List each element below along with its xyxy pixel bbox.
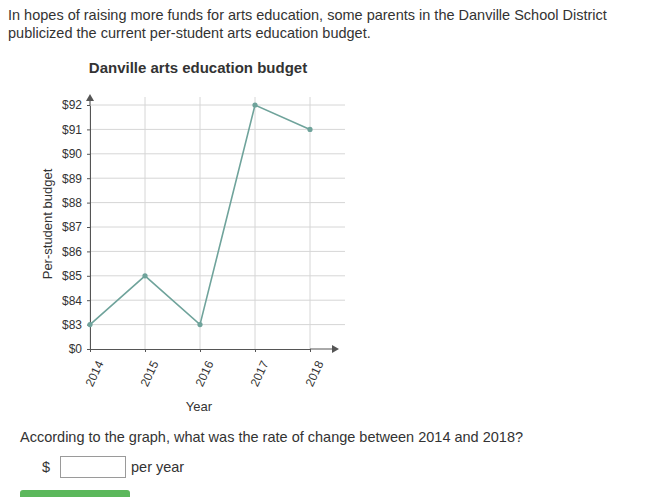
y-tick-label: $89	[62, 172, 82, 186]
y-tick-mark	[87, 300, 90, 301]
x-tick: 2015	[137, 349, 161, 389]
data-line	[90, 105, 310, 325]
y-tick: $88	[62, 196, 90, 210]
x-tick-label: 2016	[192, 358, 216, 388]
y-tick-mark	[87, 154, 90, 155]
grid-line-y	[90, 227, 345, 228]
y-tick-label: $83	[62, 318, 82, 332]
x-tick-mark	[145, 349, 146, 352]
y-axis-line	[90, 106, 91, 350]
y-tick: $87	[62, 220, 90, 234]
x-tick-label: 2015	[137, 358, 161, 388]
y-tick-label: $84	[62, 294, 82, 308]
grid-line-y	[90, 105, 345, 106]
grid-line-y	[90, 300, 345, 301]
y-tick-label: $87	[62, 220, 82, 234]
x-tick-mark	[200, 349, 201, 352]
grid-line-x	[145, 97, 146, 349]
grid-line-x	[255, 97, 256, 349]
y-tick-mark	[87, 129, 90, 130]
y-tick-label: $86	[62, 245, 82, 259]
chart: Danville arts education budget $0 $83 $84 $8…	[0, 0, 665, 420]
y-tick-label: $90	[62, 147, 82, 161]
x-tick: 2014	[82, 349, 106, 389]
y-tick-label: $91	[62, 123, 82, 137]
data-point	[87, 322, 92, 327]
data-point	[252, 102, 257, 107]
y-tick: $89	[62, 172, 90, 186]
answer-prefix: $	[42, 458, 50, 476]
x-tick-label: 2017	[247, 358, 271, 388]
y-tick: $92	[62, 98, 90, 112]
y-tick-label: $85	[62, 269, 82, 283]
y-tick-mark	[87, 349, 90, 350]
data-point	[307, 127, 312, 132]
y-tick: $0	[69, 342, 90, 356]
grid	[90, 97, 345, 349]
y-tick: $84	[62, 294, 90, 308]
x-axis-arrow-line	[310, 349, 333, 350]
question-text: According to the graph, what was the rat…	[20, 428, 523, 446]
y-tick: $91	[62, 123, 90, 137]
answer-suffix: per year	[131, 458, 184, 476]
y-tick-mark	[87, 276, 90, 277]
y-tick-label: $92	[62, 98, 82, 112]
y-tick-mark	[87, 251, 90, 252]
y-tick-mark	[87, 227, 90, 228]
answer-input[interactable]	[60, 456, 126, 478]
x-axis-arrow	[332, 345, 339, 353]
y-axis-title: Per-student budget	[40, 168, 55, 279]
x-tick-mark	[255, 349, 256, 352]
grid-line-y	[90, 129, 345, 130]
x-tick-label: 2018	[302, 358, 326, 388]
grid-line-x	[90, 97, 91, 349]
grid-line-y	[90, 153, 345, 154]
y-axis: $0 $83 $84 $85 $86 $87 $88 $89 $90 $91 $92	[62, 98, 91, 356]
x-tick: 2018	[302, 349, 326, 389]
y-tick-mark	[87, 203, 90, 204]
x-tick: 2017	[247, 349, 271, 389]
y-tick-label: $88	[62, 196, 82, 210]
y-tick: $90	[62, 147, 90, 161]
x-axis-title: Year	[186, 399, 213, 414]
y-tick: $85	[62, 269, 90, 283]
check-button[interactable]	[20, 490, 130, 497]
grid-line-x	[200, 97, 201, 349]
y-tick-mark	[87, 178, 90, 179]
x-tick-mark	[90, 349, 91, 352]
plot-area	[87, 102, 312, 327]
data-point	[142, 273, 147, 278]
y-tick: $83	[62, 318, 90, 332]
grid-line-y	[90, 202, 345, 203]
y-tick: $86	[62, 245, 90, 259]
y-tick-mark	[87, 105, 90, 106]
x-tick-label: 2014	[82, 358, 106, 388]
y-tick-label: $0	[69, 342, 83, 356]
chart-title: Danville arts education budget	[89, 59, 307, 76]
grid-line-x	[310, 97, 311, 349]
x-tick: 2016	[192, 349, 216, 389]
grid-line-y	[90, 178, 345, 179]
x-axis: 2014 2015 2016 2017 2018	[82, 349, 326, 389]
grid-line-y	[90, 275, 345, 276]
data-point	[197, 322, 202, 327]
y-axis-arrow	[86, 94, 94, 101]
grid-line-y	[90, 324, 345, 325]
intro-text: In hopes of raising more funds for arts …	[8, 6, 663, 42]
